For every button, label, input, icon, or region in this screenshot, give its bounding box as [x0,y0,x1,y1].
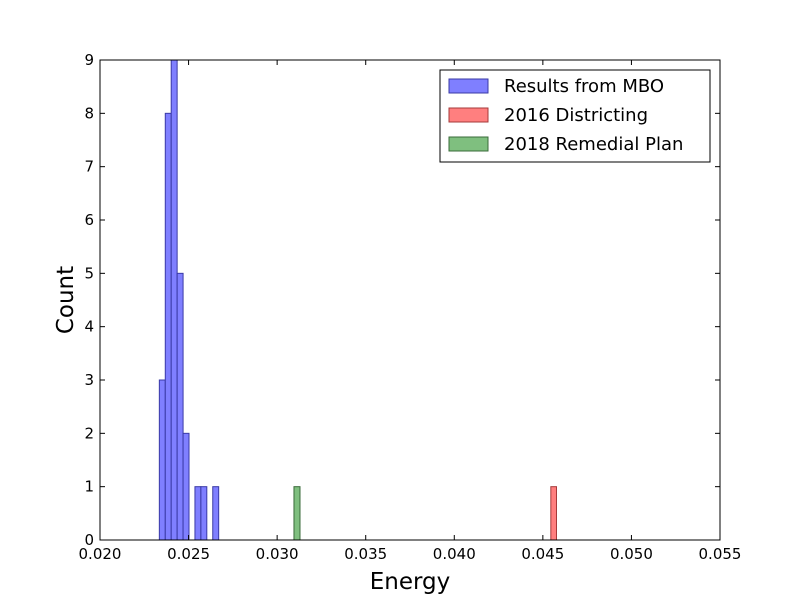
histogram-bar [212,486,220,541]
legend-entry: Results from MBO [448,76,664,97]
x-tick-label: 0.040 [433,545,476,563]
histogram-bar [200,486,208,541]
x-tick-label: 0.035 [344,545,387,563]
x-tick-label: 0.050 [610,545,653,563]
plot-frame [99,59,721,541]
y-tick-label: 7 [84,158,94,176]
histogram-bar [170,59,178,541]
x-tick-label: 0.020 [79,545,122,563]
y-tick-label: 8 [84,104,94,122]
x-tick-label: 0.030 [256,545,299,563]
x-tick-label: 0.025 [167,545,210,563]
histogram-bar [194,486,202,541]
legend-label: 2018 Remedial Plan [504,134,683,155]
legend-entry: 2018 Remedial Plan [448,134,683,155]
y-tick-label: 4 [84,318,94,336]
histogram-bar [182,432,190,541]
y-tick-label: 2 [84,424,94,442]
y-tick-label: 6 [84,211,94,229]
y-tick-label: 0 [84,531,94,549]
y-tick-label: 5 [84,264,94,282]
y-axis: 0 1 2 3 4 5 6 7 8 9 [84,51,720,549]
legend-swatch [448,78,489,94]
histogram-bar [293,486,301,541]
legend-swatch [448,107,489,123]
x-axis: 0.020 0.025 0.030 0.035 0.040 0.045 0.050 0.055 [79,60,742,563]
x-tick-label: 0.055 [699,545,742,563]
legend: Results from MBO 2016 Districting 2018 Rem… [439,69,711,163]
legend-entry: 2016 Districting [448,105,648,126]
y-tick-label: 9 [84,51,94,69]
legend-label: Results from MBO [504,76,664,97]
legend-swatch [448,136,489,152]
histogram-bar [164,112,172,541]
histogram-bar [176,272,184,541]
y-axis-title: Count [53,266,79,334]
histogram-bar [158,379,166,541]
legend-items: Results from MBO 2016 Districting 2018 Rem… [448,76,683,155]
y-tick-label: 3 [84,371,94,389]
x-axis-title: Energy [370,569,451,595]
histogram-bar [550,486,558,541]
y-tick-label: 1 [84,478,94,496]
x-tick-label: 0.045 [521,545,564,563]
legend-label: 2016 Districting [504,105,648,126]
